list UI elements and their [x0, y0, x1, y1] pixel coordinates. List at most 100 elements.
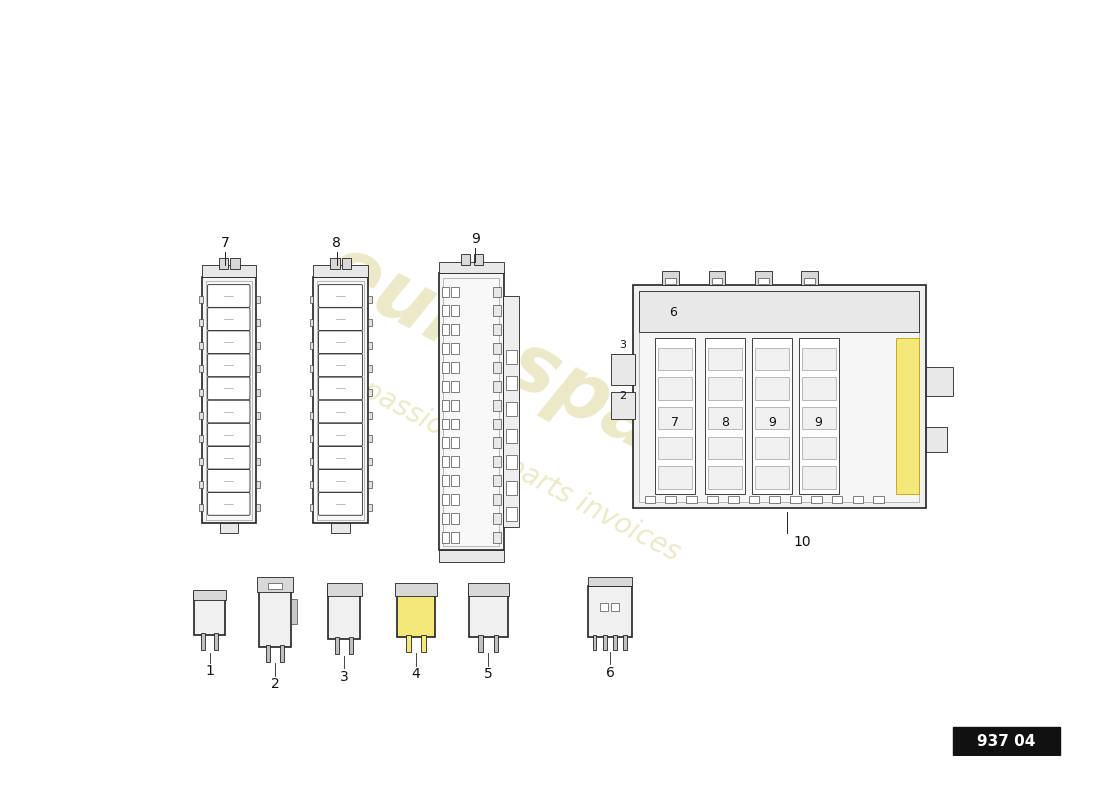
Bar: [451, 362, 459, 373]
Bar: [199, 434, 202, 442]
Text: eurospa s: eurospa s: [311, 227, 739, 504]
Bar: [206, 281, 252, 519]
Bar: [634, 285, 925, 508]
Bar: [199, 458, 202, 465]
Bar: [802, 407, 836, 430]
Bar: [686, 496, 697, 503]
Bar: [802, 437, 836, 459]
Bar: [220, 522, 238, 533]
Bar: [493, 343, 500, 354]
Text: 4: 4: [411, 667, 420, 682]
Bar: [493, 456, 500, 467]
Bar: [442, 438, 450, 448]
FancyBboxPatch shape: [208, 354, 250, 377]
Bar: [368, 504, 372, 511]
Bar: [310, 389, 314, 395]
Bar: [310, 366, 314, 373]
Bar: [468, 583, 509, 596]
Bar: [639, 291, 920, 502]
Bar: [368, 458, 372, 465]
Text: 1: 1: [205, 664, 214, 678]
Bar: [469, 586, 507, 637]
Bar: [587, 586, 632, 637]
Bar: [199, 412, 202, 418]
Bar: [666, 496, 676, 503]
Bar: [658, 407, 692, 430]
Bar: [613, 635, 617, 650]
Bar: [442, 343, 450, 354]
Bar: [368, 296, 372, 303]
FancyBboxPatch shape: [208, 377, 250, 400]
Text: 2: 2: [618, 391, 626, 402]
Bar: [310, 504, 314, 511]
Bar: [368, 434, 372, 442]
Bar: [230, 258, 240, 270]
Bar: [494, 635, 498, 652]
Bar: [292, 598, 297, 624]
Bar: [756, 437, 790, 459]
Text: 9: 9: [769, 415, 777, 429]
Bar: [493, 494, 500, 505]
Bar: [451, 343, 459, 354]
Text: a passion for parts invoices: a passion for parts invoices: [334, 364, 685, 567]
Bar: [801, 270, 818, 285]
Bar: [658, 437, 692, 459]
Bar: [802, 466, 836, 489]
Bar: [756, 466, 790, 489]
Bar: [503, 296, 519, 527]
Bar: [707, 437, 741, 459]
FancyBboxPatch shape: [319, 354, 362, 377]
Bar: [451, 286, 459, 298]
Bar: [493, 324, 500, 335]
Bar: [493, 532, 500, 542]
Bar: [336, 638, 340, 654]
Bar: [255, 296, 260, 303]
Text: 9: 9: [815, 415, 823, 429]
Bar: [451, 513, 459, 524]
Bar: [442, 532, 450, 542]
Bar: [506, 429, 517, 442]
Bar: [593, 635, 596, 650]
Bar: [331, 522, 350, 533]
Bar: [756, 407, 790, 430]
Bar: [258, 581, 292, 646]
Bar: [199, 296, 202, 303]
Bar: [802, 378, 836, 399]
Bar: [439, 550, 504, 562]
Bar: [758, 278, 769, 284]
FancyBboxPatch shape: [208, 285, 250, 307]
Text: 9: 9: [471, 232, 480, 246]
Bar: [600, 603, 607, 610]
Bar: [442, 324, 450, 335]
Bar: [926, 367, 953, 396]
Bar: [707, 496, 718, 503]
Text: 937 04: 937 04: [977, 734, 1036, 749]
Bar: [705, 338, 745, 494]
Bar: [728, 496, 738, 503]
Bar: [330, 258, 340, 270]
Text: 2: 2: [271, 678, 279, 691]
Bar: [443, 278, 499, 546]
Bar: [493, 286, 500, 298]
Bar: [442, 456, 450, 467]
Bar: [461, 254, 470, 266]
Bar: [873, 496, 884, 503]
Bar: [192, 590, 227, 600]
Bar: [442, 362, 450, 373]
FancyBboxPatch shape: [319, 308, 362, 330]
Bar: [442, 418, 450, 430]
Bar: [219, 258, 228, 270]
Bar: [255, 342, 260, 350]
Text: 3: 3: [340, 670, 349, 684]
Bar: [368, 342, 372, 350]
Bar: [493, 362, 500, 373]
Bar: [662, 270, 680, 285]
Bar: [327, 583, 362, 596]
Bar: [493, 438, 500, 448]
FancyBboxPatch shape: [208, 470, 250, 492]
Bar: [926, 427, 947, 452]
Bar: [213, 634, 218, 650]
Bar: [756, 378, 790, 399]
Bar: [587, 578, 632, 586]
Bar: [442, 513, 450, 524]
